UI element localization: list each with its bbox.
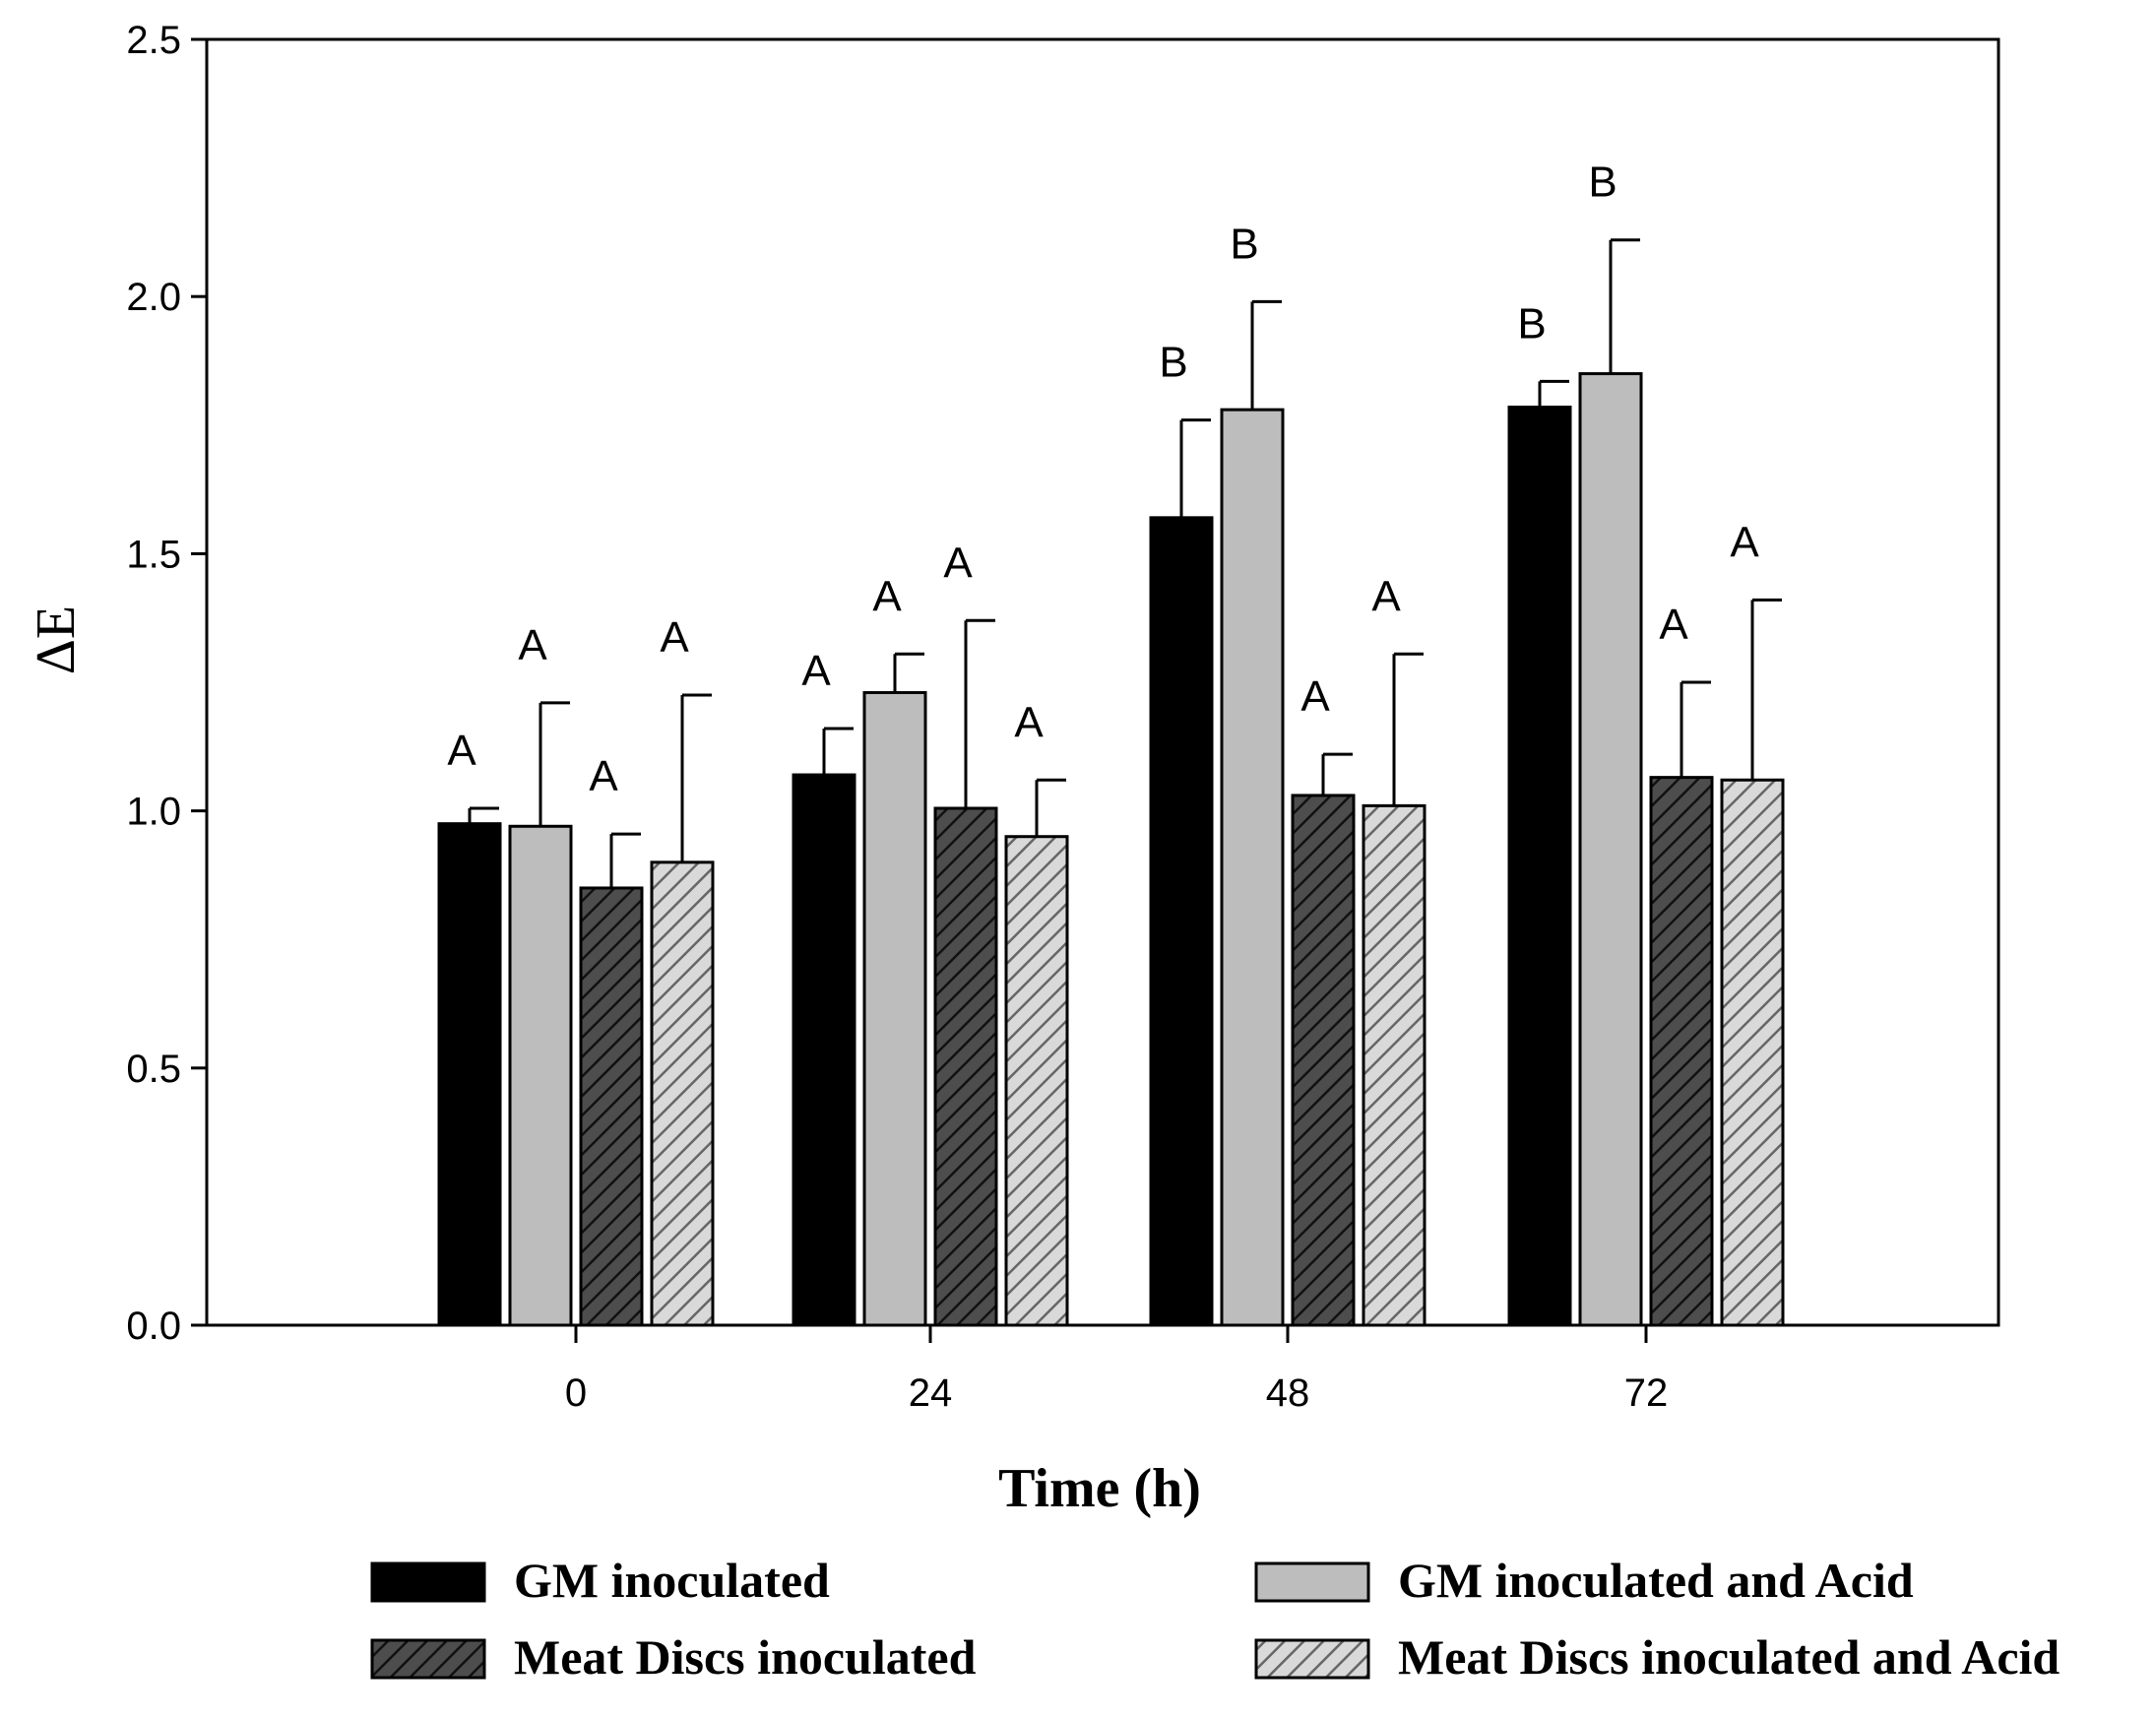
plot-frame: [205, 37, 2000, 1327]
significance-label: A: [872, 572, 902, 620]
y-axis: 0.0 0.5 1.0 1.5 2.0 2.5: [126, 19, 207, 1348]
x-tick-label: 24: [909, 1371, 953, 1415]
bar: [508, 824, 573, 1327]
bar: [1649, 776, 1714, 1327]
y-tick-label: 1.5: [126, 533, 181, 576]
legend-swatch: [1254, 1561, 1370, 1603]
significance-label: A: [1371, 572, 1401, 620]
y-tick-label: 2.5: [126, 19, 181, 62]
x-tick-label: 48: [1266, 1371, 1310, 1415]
bars-layer: [437, 372, 1785, 1327]
bar: [933, 806, 998, 1327]
x-axis: 0 24 48 72: [565, 1325, 1668, 1415]
significance-label: A: [943, 539, 973, 587]
x-tick-label: 0: [565, 1371, 587, 1415]
x-axis-title: Time (h): [998, 1458, 1201, 1519]
significance-label: A: [801, 647, 831, 695]
y-tick-label: 2.0: [126, 276, 181, 319]
bar: [1149, 516, 1214, 1327]
y-tick-label: 0.5: [126, 1048, 181, 1091]
x-tick-label: 72: [1624, 1371, 1669, 1415]
bar: [650, 860, 715, 1327]
legend-swatch: [370, 1561, 486, 1603]
legend: GM inoculated GM inoculated and Acid Meat …: [370, 1553, 2060, 1685]
bar: [1507, 406, 1572, 1327]
bar: [1720, 778, 1785, 1327]
significance-label: B: [1159, 339, 1187, 387]
significance-label: B: [1588, 159, 1617, 207]
bar: [579, 886, 644, 1327]
significance-label: A: [518, 621, 547, 669]
legend-label: Meat Discs inoculated and Acid: [1398, 1629, 2060, 1685]
y-axis-title: ΔE: [26, 605, 87, 674]
y-tick-label: 1.0: [126, 791, 181, 834]
significance-label: A: [1014, 698, 1044, 746]
bar: [1220, 408, 1285, 1327]
legend-swatch: [370, 1638, 486, 1680]
bar: [437, 822, 502, 1327]
y-tick-label: 0.0: [126, 1305, 181, 1348]
legend-label: Meat Discs inoculated: [514, 1629, 977, 1685]
bar: [1362, 803, 1427, 1327]
bar: [1004, 835, 1069, 1327]
significance-label: A: [1659, 601, 1688, 649]
bar: [862, 690, 927, 1327]
significance-label: A: [589, 752, 618, 800]
significance-label: A: [1730, 518, 1759, 566]
significance-label: B: [1517, 299, 1546, 348]
legend-label: GM inoculated: [514, 1553, 830, 1608]
legend-swatch: [1254, 1638, 1370, 1680]
bar: [1578, 372, 1643, 1327]
significance-label: B: [1230, 220, 1258, 268]
bar: [792, 773, 856, 1327]
significance-label: A: [1300, 672, 1330, 721]
significance-label: A: [660, 613, 689, 662]
error-bars-layer: [468, 238, 1782, 888]
legend-label: GM inoculated and Acid: [1398, 1553, 1914, 1608]
significance-label: A: [447, 727, 476, 775]
bar: [1291, 794, 1356, 1327]
